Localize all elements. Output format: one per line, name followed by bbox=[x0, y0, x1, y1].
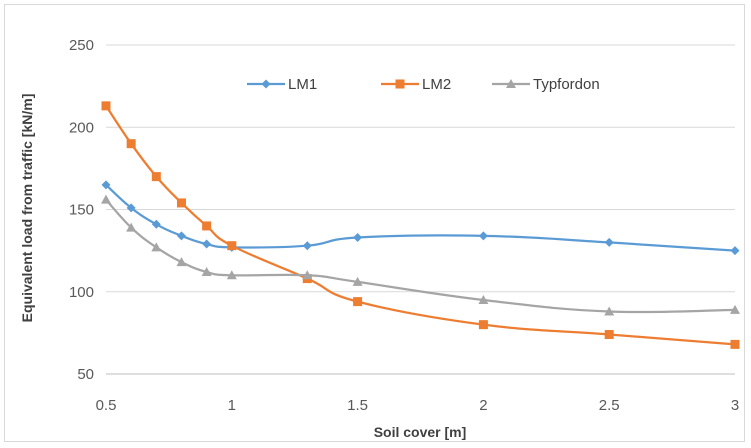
data-point-typfordon bbox=[604, 306, 615, 316]
data-point-typfordon bbox=[302, 270, 313, 280]
data-point-lm2 bbox=[227, 241, 237, 251]
x-axis-title: Soil cover [m] bbox=[374, 424, 467, 440]
series-line-lm1 bbox=[105, 183, 736, 252]
x-tick-label: 1.5 bbox=[347, 397, 368, 414]
data-point-lm1 bbox=[604, 237, 614, 247]
data-point-lm2 bbox=[151, 172, 161, 182]
tick-labels: 50 100 150 200 250 0.5 1 1.5 2 2.5 3 bbox=[69, 37, 739, 414]
legend-item-lm2: LM2 bbox=[381, 76, 451, 93]
series-lm2 bbox=[101, 101, 740, 349]
data-point-lm1 bbox=[353, 232, 363, 242]
legend-marker-lm2 bbox=[395, 79, 405, 89]
y-tick-label: 200 bbox=[69, 119, 94, 136]
data-point-lm2 bbox=[730, 339, 740, 349]
x-tick-label: 2 bbox=[479, 397, 487, 414]
data-point-lm2 bbox=[604, 330, 614, 340]
data-point-typfordon bbox=[101, 194, 111, 204]
series-typfordon bbox=[101, 194, 740, 316]
data-point-lm1 bbox=[151, 219, 161, 229]
gridlines bbox=[106, 44, 735, 375]
x-tick-label: 1 bbox=[228, 397, 236, 414]
data-point-lm2 bbox=[101, 101, 111, 111]
x-tick-label: 0.5 bbox=[96, 397, 117, 414]
data-point-lm2 bbox=[176, 198, 186, 208]
data-point-typfordon bbox=[226, 270, 237, 280]
data-point-lm1 bbox=[730, 246, 740, 256]
data-point-lm1 bbox=[126, 203, 136, 213]
series-line-lm2 bbox=[105, 105, 736, 346]
data-point-typfordon bbox=[730, 304, 740, 314]
y-tick-label: 250 bbox=[69, 37, 94, 54]
data-point-typfordon bbox=[352, 276, 363, 286]
data-point-typfordon bbox=[151, 242, 162, 252]
y-tick-label: 150 bbox=[69, 202, 94, 219]
data-point-typfordon bbox=[126, 222, 137, 232]
data-point-typfordon bbox=[478, 294, 489, 304]
series-lm1 bbox=[101, 180, 740, 256]
y-tick-label: 100 bbox=[69, 284, 94, 301]
series-lines bbox=[101, 101, 740, 349]
data-point-lm1 bbox=[176, 231, 186, 241]
data-point-lm2 bbox=[126, 139, 136, 149]
legend-item-typfordon: Typfordon bbox=[492, 76, 600, 93]
legend-label-typfordon: Typfordon bbox=[533, 76, 600, 93]
data-point-lm2 bbox=[353, 297, 363, 307]
data-point-lm2 bbox=[478, 320, 488, 330]
y-tick-label: 50 bbox=[77, 366, 94, 383]
data-point-typfordon bbox=[176, 257, 187, 267]
series-line-typfordon bbox=[105, 198, 736, 314]
data-point-lm1 bbox=[478, 231, 488, 241]
legend-marker-lm1 bbox=[261, 79, 271, 89]
x-tick-label: 3 bbox=[731, 397, 739, 414]
data-point-lm1 bbox=[202, 239, 212, 249]
legend-label-lm2: LM2 bbox=[422, 76, 451, 93]
legend-label-lm1: LM1 bbox=[288, 76, 317, 93]
legend-item-lm1: LM1 bbox=[247, 76, 317, 93]
data-point-lm1 bbox=[101, 180, 111, 190]
legend-marker-typfordon bbox=[506, 79, 516, 88]
y-axis-title: Equivalent load from traffic [kN/m] bbox=[19, 94, 35, 323]
data-point-lm1 bbox=[302, 241, 312, 251]
legend: LM1 LM2 Typfordon bbox=[247, 76, 600, 93]
data-point-typfordon bbox=[201, 267, 212, 277]
x-tick-label: 2.5 bbox=[599, 397, 620, 414]
data-point-lm2 bbox=[202, 221, 212, 231]
